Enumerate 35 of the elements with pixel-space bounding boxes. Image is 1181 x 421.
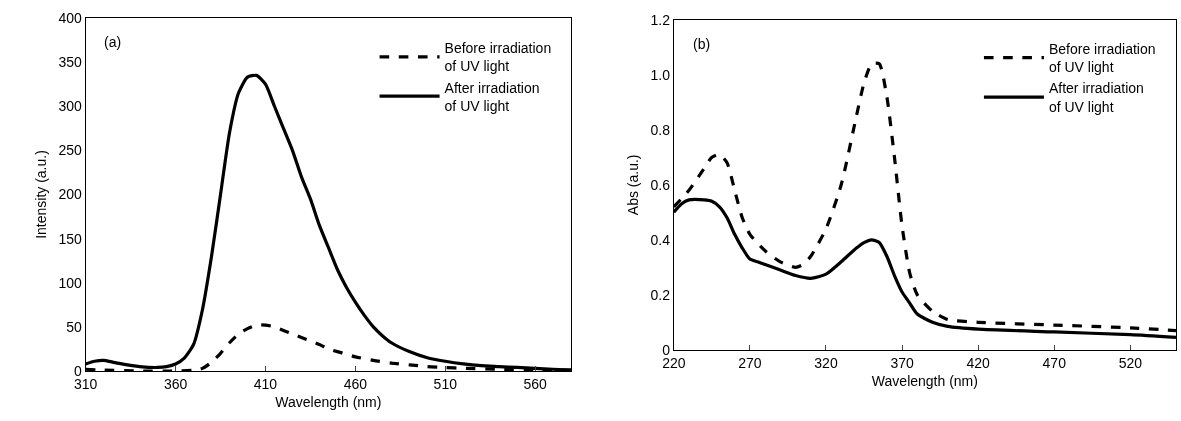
y-tick-label: 1.2 bbox=[650, 11, 671, 28]
y-tick-label: 300 bbox=[58, 98, 83, 115]
x-axis-title: Wavelength (nm) bbox=[275, 394, 382, 411]
x-axis-title: Wavelength (nm) bbox=[871, 372, 978, 389]
x-tick-label: 360 bbox=[163, 375, 188, 392]
x-tick-label: 510 bbox=[433, 375, 458, 392]
legend-label: Before irradiation of UV light bbox=[444, 40, 552, 75]
x-tick-label: 420 bbox=[966, 354, 991, 371]
legend-label: After irradiation of UV light bbox=[444, 79, 540, 114]
y-tick-label: 1.0 bbox=[650, 66, 671, 83]
legend-label: After irradiation of UV light bbox=[1048, 80, 1144, 115]
y-tick-label: 400 bbox=[58, 9, 83, 26]
annotation: (b) bbox=[693, 36, 711, 52]
y-tick-label: 100 bbox=[58, 274, 83, 291]
y-tick-label: 200 bbox=[58, 186, 83, 203]
y-tick-label: 350 bbox=[58, 54, 83, 71]
legend-label: Before irradiation of UV light bbox=[1048, 41, 1156, 76]
x-tick-label: 370 bbox=[890, 354, 914, 371]
x-tick-label: 320 bbox=[814, 354, 838, 371]
y-tick-label: 0.8 bbox=[650, 121, 671, 138]
y-axis-title: Abs (a.u.) bbox=[625, 154, 642, 216]
annotation: (a) bbox=[104, 34, 122, 50]
y-axis-title: Intensity (a.u.) bbox=[33, 150, 50, 239]
x-tick-label: 270 bbox=[738, 354, 762, 371]
x-tick-label: 560 bbox=[523, 375, 548, 392]
x-tick-label: 470 bbox=[1042, 354, 1067, 371]
y-tick-label: 150 bbox=[58, 230, 83, 247]
x-tick-label: 460 bbox=[343, 375, 368, 392]
y-tick-label: 50 bbox=[66, 318, 83, 335]
x-tick-label: 520 bbox=[1118, 354, 1143, 371]
y-tick-label: 0.4 bbox=[650, 231, 671, 248]
x-tick-label: 410 bbox=[253, 375, 278, 392]
y-tick-label: 0.6 bbox=[650, 176, 671, 193]
y-tick-label: 0.2 bbox=[650, 286, 671, 303]
y-tick-label: 250 bbox=[58, 142, 83, 159]
